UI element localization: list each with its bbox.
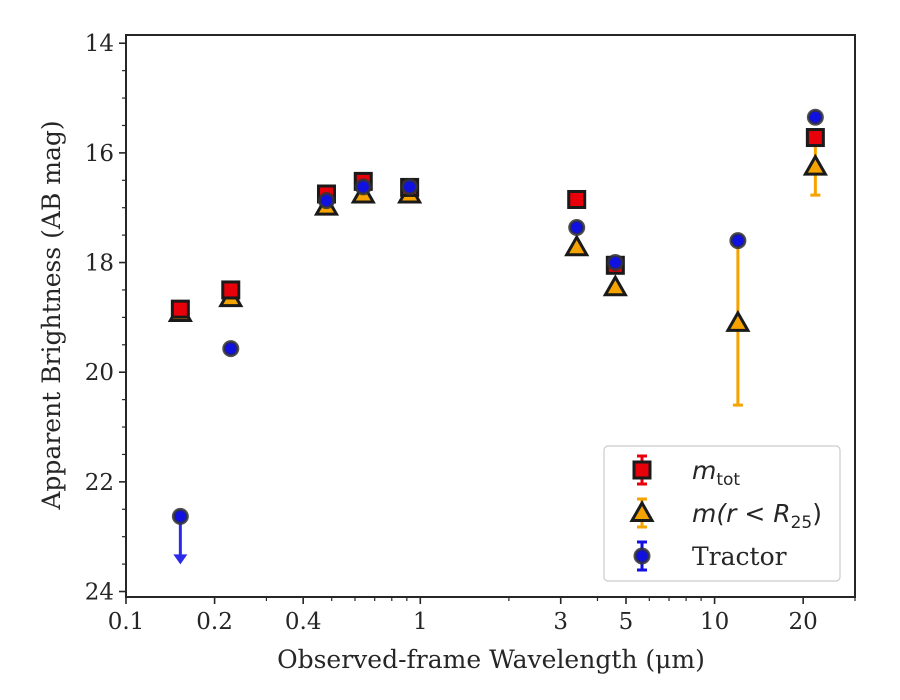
data-point-square xyxy=(221,280,241,300)
y-tick-label: 18 xyxy=(85,251,114,277)
series-circle xyxy=(171,108,824,565)
legend-marker-circle xyxy=(633,547,651,565)
y-tick-label: 14 xyxy=(85,31,114,57)
legend-entry: mtot xyxy=(632,454,740,490)
data-point-square xyxy=(805,128,825,148)
y-tick-label: 24 xyxy=(85,580,114,606)
legend-marker-square xyxy=(632,460,652,480)
series-triangle xyxy=(167,136,828,407)
plot-frame xyxy=(125,34,856,598)
legend: mtot m(r < R25) Tractor xyxy=(603,445,841,582)
data-point-circle xyxy=(401,178,419,196)
y-tick-label: 22 xyxy=(85,470,114,496)
legend-entry: m(r < R25) xyxy=(629,497,822,533)
y-tick-label: 16 xyxy=(85,141,114,167)
legend-label: m(r < R25) xyxy=(692,499,822,533)
y-axis-label: Apparent Brightness (AB mag) xyxy=(37,120,66,510)
x-tick-label: 20 xyxy=(789,609,818,635)
data-point-circle xyxy=(354,178,372,196)
data-point-circle xyxy=(729,232,747,250)
data-point-triangle xyxy=(802,153,828,176)
plot-area xyxy=(167,108,828,565)
data-point-square xyxy=(567,189,587,209)
data-point-circle xyxy=(222,340,240,358)
data-point-triangle xyxy=(564,234,590,257)
x-tick-label: 0.4 xyxy=(285,609,322,635)
data-point-circle xyxy=(806,108,824,126)
legend-label: mtot xyxy=(692,456,740,490)
data-point-circle xyxy=(568,218,586,236)
data-point-circle xyxy=(317,192,335,210)
x-tick-label: 3 xyxy=(553,609,568,635)
legend-entry: Tractor xyxy=(633,540,787,572)
legend-marker-triangle xyxy=(629,499,655,522)
data-point-triangle xyxy=(602,274,628,297)
legend-label: Tractor xyxy=(692,542,787,571)
x-tick-label: 0.2 xyxy=(196,609,233,635)
x-tick-label: 0.1 xyxy=(108,609,145,635)
y-tick-label: 20 xyxy=(85,360,114,386)
upper-limit-arrow-head xyxy=(173,554,188,565)
x-tick-label: 1 xyxy=(413,609,428,635)
data-point-triangle xyxy=(725,309,751,332)
series-square xyxy=(170,128,825,319)
data-point-square xyxy=(170,299,190,319)
x-axis-label: Observed-frame Wavelength (μm) xyxy=(277,645,705,674)
data-point-circle xyxy=(171,507,189,525)
x-tick-label: 5 xyxy=(619,609,634,635)
data-point-circle xyxy=(606,254,624,272)
x-tick-label: 10 xyxy=(700,609,729,635)
axes: 0.1 0.2 0.4 1 3 5 10 20 14 16 18 20 22 24 xyxy=(85,31,856,635)
legend-box xyxy=(603,445,841,582)
